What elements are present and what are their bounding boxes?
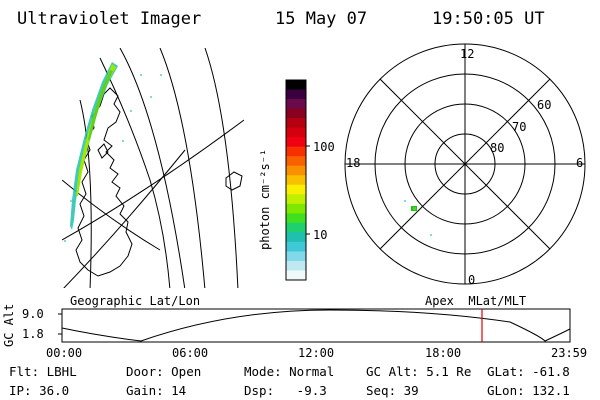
colorbar-segment	[286, 80, 306, 91]
mode-field: Mode: Normal	[244, 364, 335, 379]
colorbar-unit-label: photon cm⁻²s⁻¹	[258, 148, 272, 250]
colorbar-segment	[286, 137, 306, 148]
colorbar-segment	[286, 270, 306, 281]
timeline-x-tick-label: 18:00	[425, 346, 462, 360]
glat-field: GLat: -61.8	[487, 364, 570, 379]
grid-line	[204, 48, 239, 288]
colorbar-segment	[286, 165, 306, 176]
timeline-y-tick-label: 9.0	[22, 307, 44, 321]
polar-lat-label-70: 70	[512, 120, 527, 134]
polar-mlt-label-18: 18	[346, 156, 361, 170]
timeline-x-tick-label: 00:00	[46, 346, 83, 360]
seq-field: Seq: 39	[366, 383, 419, 398]
gc-alt-field: GC Alt: 5.1 Re	[366, 364, 472, 379]
colorbar-frame	[285, 79, 307, 281]
grid-line	[99, 57, 171, 288]
colorbar-segment	[286, 89, 306, 100]
grid-line	[62, 119, 244, 241]
ip-field: IP: 36.0	[9, 383, 70, 398]
time-label: 19:50:05 UT	[432, 9, 545, 29]
colorbar-segment	[286, 241, 306, 252]
glon-field: GLon: 132.1	[487, 383, 570, 398]
colorbar-segment	[286, 213, 306, 224]
colorbar-segment	[286, 251, 306, 262]
timeline-y-tick-label: 1.8	[22, 327, 44, 341]
altitude-curve	[61, 309, 571, 342]
polar-diagonal	[379, 78, 551, 250]
timeline-left-label: Geographic Lat/Lon	[70, 294, 201, 308]
colorbar-segment	[286, 203, 306, 214]
timeline-x-tick-label: 23:59	[551, 346, 588, 360]
date-label: 15 May 07	[275, 9, 368, 29]
aurora-core	[76, 64, 116, 196]
flt-field: Flt: LBHL	[9, 364, 77, 379]
island	[97, 143, 109, 159]
colorbar-segment	[286, 127, 306, 138]
colorbar-segment	[286, 99, 306, 110]
polar-aurora	[404, 200, 432, 236]
geographic-map	[62, 48, 244, 288]
timeline-frame	[61, 308, 571, 343]
dsp-field: Dsp: -9.3	[244, 383, 327, 398]
timeline-plot	[58, 308, 571, 343]
colorbar-segment	[286, 175, 306, 186]
colorbar-segment	[286, 232, 306, 243]
polar-lat-label-80: 80	[490, 141, 505, 155]
colorbar-tick-label: 10	[313, 228, 328, 242]
grid-line	[79, 99, 92, 288]
timeline-axis-title: GC Alt	[2, 303, 16, 347]
colorbar-segment	[286, 156, 306, 167]
colorbar-segment	[286, 184, 306, 195]
grid-line	[159, 48, 206, 288]
grid-line	[119, 48, 186, 288]
polar-mlt-label-12: 12	[460, 47, 475, 61]
coastline	[75, 87, 133, 277]
colorbar-tick-label: 100	[313, 140, 335, 154]
colorbar	[285, 79, 310, 281]
polar-lat-label-60: 60	[537, 98, 552, 112]
door-field: Door: Open	[126, 364, 202, 379]
colorbar-segment	[286, 260, 306, 271]
gain-field: Gain: 14	[126, 383, 187, 398]
polar-mlt-label-6: 6	[576, 156, 584, 170]
polar-plot	[344, 43, 586, 285]
colorbar-segment	[286, 118, 306, 129]
island	[225, 171, 243, 191]
aurora-core-bright	[88, 70, 113, 140]
timeline-x-tick-label: 12:00	[298, 346, 335, 360]
colorbar-segment	[286, 146, 306, 157]
colorbar-segment	[286, 222, 306, 233]
noise-pixels	[64, 74, 162, 242]
timeline-x-tick-label: 06:00	[172, 346, 209, 360]
polar-mlt-label-0: 0	[468, 273, 476, 287]
colorbar-segment	[286, 108, 306, 119]
grid-line	[62, 179, 161, 251]
colorbar-segment	[286, 194, 306, 205]
instrument-title: Ultraviolet Imager	[17, 9, 202, 29]
timeline-right-label: Apex MLat/MLT	[425, 294, 527, 308]
